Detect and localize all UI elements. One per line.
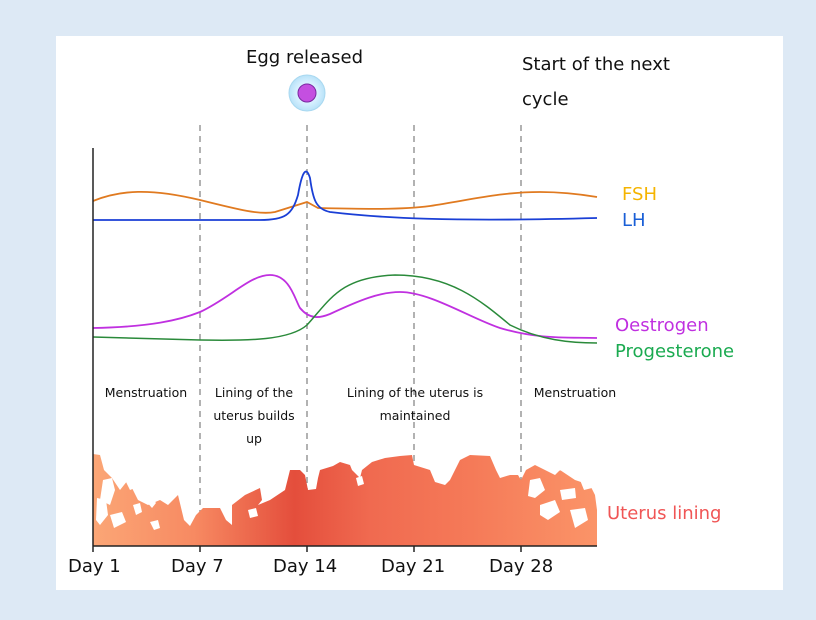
legend-lh: LH [622,210,646,231]
x-tick-label: Day 7 [171,556,224,577]
phase-menstruation-1: Menstruation [104,385,188,400]
progesterone-curve [92,274,598,344]
day-gridlines [199,125,522,546]
uterus-lining-shape [93,454,597,546]
legend-oestrogen: Oestrogen [615,315,709,336]
lh-curve [93,170,598,221]
legend-fsh: FSH [622,184,657,205]
legend-progesterone: Progesterone [615,341,735,362]
phase-lining-builds: Lining of the uterus builds up [213,385,295,446]
oestrogen-curve [92,274,598,339]
fsh-curve [92,190,598,214]
axes [92,148,597,552]
egg-icon [288,74,326,112]
x-tick-label: Day 1 [68,556,121,577]
next-cycle-label: Start of the next cycle [522,54,670,110]
egg-released-label: Egg released [246,47,364,68]
x-tick-label: Day 21 [381,556,446,577]
x-tick-label: Day 14 [273,556,338,577]
legend-uterus-lining: Uterus lining [607,503,722,524]
phase-menstruation-2: Menstruation [533,385,617,400]
phase-lining-maintained: Lining of the uterus is maintained [346,385,484,423]
x-tick-label: Day 28 [489,556,554,577]
